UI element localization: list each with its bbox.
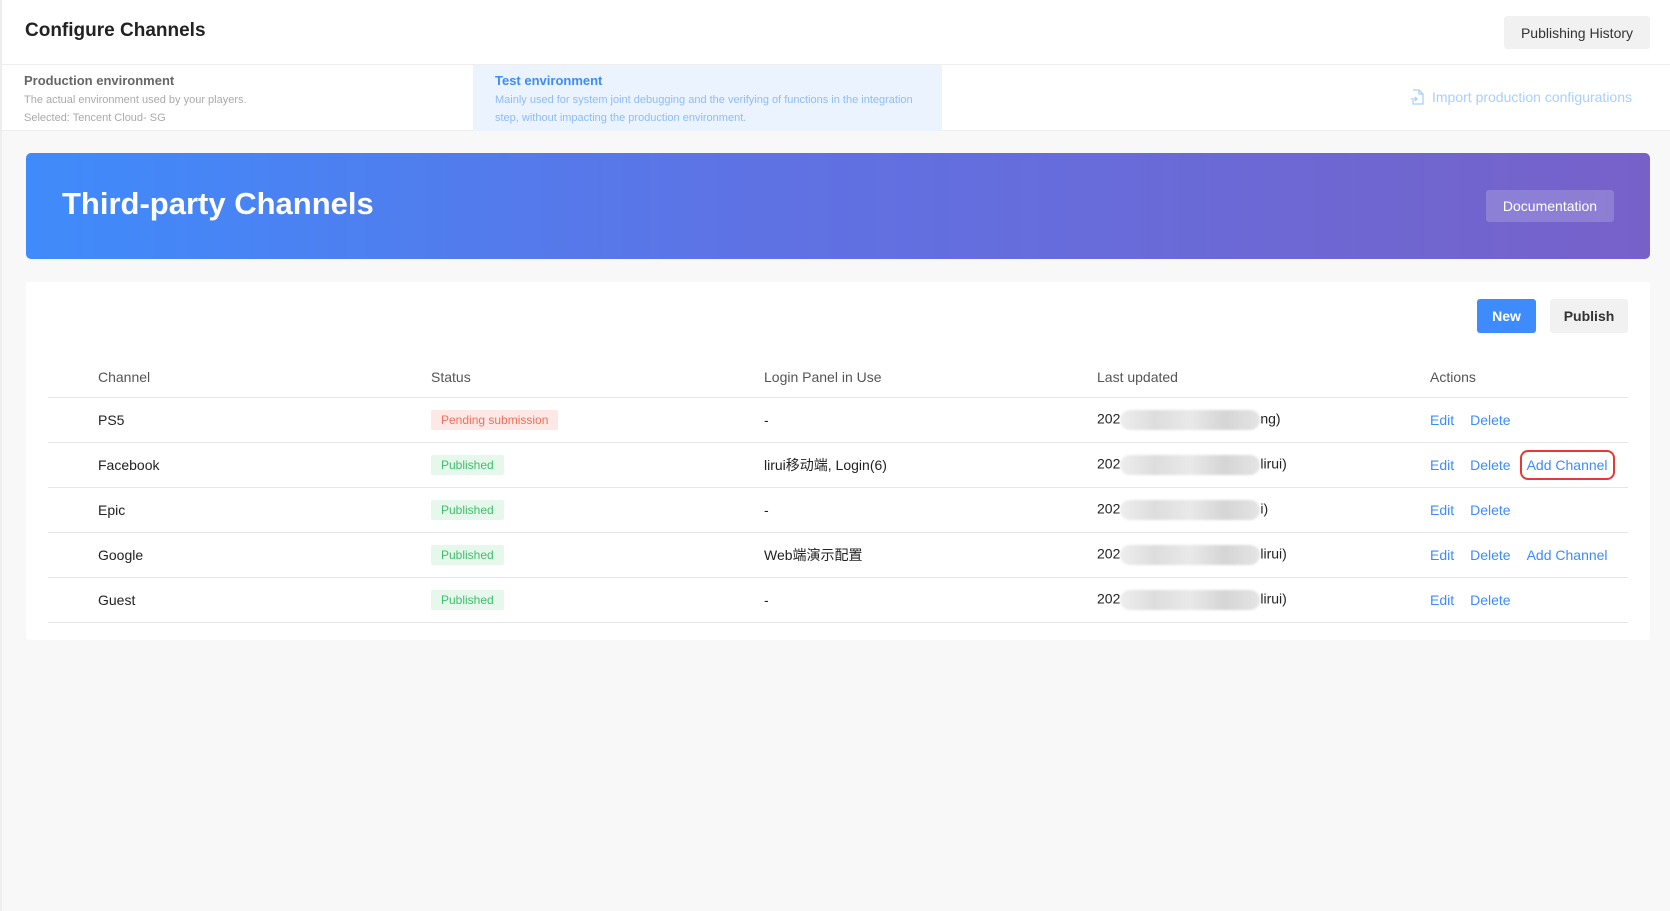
column-header: Last updated	[1097, 357, 1430, 398]
status-badge: Published	[431, 499, 504, 520]
import-label: Import production configurations	[1432, 89, 1632, 105]
login-panel: -	[764, 577, 1097, 623]
edit-action[interactable]: Edit	[1430, 501, 1455, 518]
add-channel-action[interactable]: Add Channel	[1526, 546, 1608, 563]
updated-prefix: 202	[1097, 500, 1121, 517]
channels-table: Channel Status Login Panel in Use Last u…	[48, 357, 1628, 623]
login-panel: -	[764, 397, 1097, 443]
updated-suffix: lirui)	[1260, 545, 1287, 562]
row-actions: Edit Delete Add Channel	[1430, 532, 1628, 578]
redacted-blur	[1120, 499, 1261, 520]
status-badge: Published	[431, 544, 504, 565]
status-badge: Published	[431, 589, 504, 610]
updated-prefix: 202	[1097, 590, 1121, 607]
delete-action[interactable]: Delete	[1470, 546, 1511, 563]
env-desc: Mainly used for system joint debugging a…	[495, 94, 913, 124]
table-row: Facebook Published lirui移动端, Login(6) 20…	[48, 442, 1628, 488]
edit-action[interactable]: Edit	[1430, 591, 1455, 608]
status-badge: Pending submission	[431, 409, 559, 430]
redacted-blur	[1120, 409, 1261, 430]
row-actions: Edit Delete	[1430, 487, 1628, 533]
edit-action[interactable]: Edit	[1430, 456, 1455, 473]
env-title: Production environment	[24, 73, 175, 88]
updated-suffix: ng)	[1260, 410, 1281, 427]
documentation-button[interactable]: Documentation	[1486, 190, 1614, 222]
redacted-blur	[1120, 589, 1261, 610]
tab-test-environment[interactable]: Test environment Mainly used for system …	[473, 65, 942, 131]
channel-name: PS5	[48, 397, 431, 443]
redacted-blur	[1120, 454, 1261, 475]
table-header: Channel Status Login Panel in Use Last u…	[48, 357, 1628, 398]
page-header: Configure Channels Publishing History	[2, 0, 1670, 65]
last-updated: 202 lirui)	[1097, 532, 1430, 578]
channel-name: Facebook	[48, 442, 431, 488]
env-selected: Selected: Tencent Cloud- SG	[24, 112, 166, 124]
updated-prefix: 202	[1097, 545, 1121, 562]
add-channel-action[interactable]: Add Channel	[1519, 449, 1615, 480]
column-header: Channel	[48, 357, 431, 398]
file-import-icon	[1411, 89, 1424, 105]
updated-prefix: 202	[1097, 455, 1121, 472]
login-panel: lirui移动端, Login(6)	[764, 442, 1097, 488]
last-updated: 202 i)	[1097, 487, 1430, 533]
status-badge: Published	[431, 454, 504, 475]
page-title: Configure Channels	[25, 20, 206, 41]
edit-action[interactable]: Edit	[1430, 546, 1455, 563]
last-updated: 202 lirui)	[1097, 442, 1430, 488]
delete-action[interactable]: Delete	[1470, 456, 1511, 473]
channel-name: Google	[48, 532, 431, 578]
last-updated: 202 ng)	[1097, 397, 1430, 443]
column-header: Login Panel in Use	[764, 357, 1097, 398]
environment-tabs: Production environment The actual enviro…	[2, 65, 1670, 131]
table-row: Guest Published - 202 lirui) Edit Delete	[48, 577, 1628, 623]
new-button[interactable]: New	[1477, 299, 1536, 333]
row-actions: Edit Delete	[1430, 397, 1628, 443]
redacted-blur	[1120, 544, 1261, 565]
delete-action[interactable]: Delete	[1470, 411, 1511, 428]
login-panel: -	[764, 487, 1097, 533]
channels-card: New Publish Channel Status Login Panel i…	[26, 282, 1650, 640]
updated-suffix: lirui)	[1260, 590, 1287, 607]
row-actions: Edit Delete	[1430, 577, 1628, 623]
row-actions: Edit Delete Add Channel	[1430, 442, 1628, 488]
channel-name: Epic	[48, 487, 431, 533]
table-row: Google Published Web端演示配置 202 lirui) Edit…	[48, 532, 1628, 578]
delete-action[interactable]: Delete	[1470, 591, 1511, 608]
import-production-configurations-link[interactable]: Import production configurations	[1410, 89, 1632, 105]
column-header: Status	[431, 357, 764, 398]
updated-suffix: i)	[1260, 500, 1269, 517]
env-title: Test environment	[495, 73, 603, 88]
updated-suffix: lirui)	[1260, 455, 1287, 472]
login-panel: Web端演示配置	[764, 532, 1097, 578]
channel-name: Guest	[48, 577, 431, 623]
table-row: PS5 Pending submission - 202 ng) Edit Dele…	[48, 397, 1628, 443]
last-updated: 202 lirui)	[1097, 577, 1430, 623]
tab-production-environment[interactable]: Production environment The actual enviro…	[2, 65, 473, 131]
updated-prefix: 202	[1097, 410, 1121, 427]
edit-action[interactable]: Edit	[1430, 411, 1455, 428]
delete-action[interactable]: Delete	[1470, 501, 1511, 518]
banner-title: Third-party Channels	[62, 186, 374, 221]
column-header: Actions	[1430, 357, 1628, 398]
publishing-history-button[interactable]: Publishing History	[1504, 16, 1650, 49]
table-row: Epic Published - 202 i) Edit Delete	[48, 487, 1628, 533]
env-desc: The actual environment used by your play…	[24, 94, 247, 106]
channels-banner: Third-party Channels Documentation	[26, 153, 1650, 259]
publish-button[interactable]: Publish	[1550, 299, 1628, 333]
